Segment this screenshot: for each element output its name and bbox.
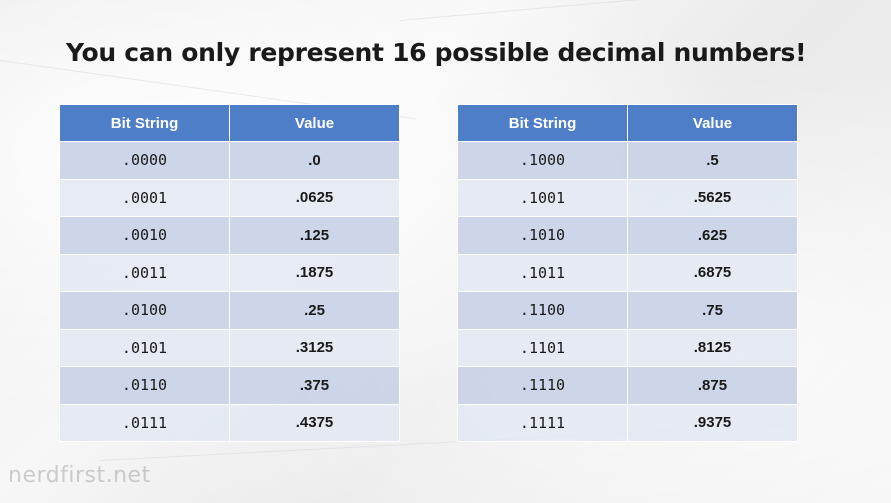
bit-string-cell: .1001 [457, 178, 628, 217]
table-row: .0110 .375 [59, 366, 400, 405]
bit-table-right: Bit String Value .1000 .5 .1001 .5625 .1… [457, 104, 798, 442]
table-row: .0000 .0 [59, 141, 400, 180]
value-cell: .9375 [627, 403, 798, 442]
bit-string-cell: .1000 [457, 141, 628, 180]
table-row: .1011 .6875 [457, 253, 798, 292]
bit-string-cell: .0001 [59, 178, 230, 217]
bit-table-left: Bit String Value .0000 .0 .0001 .0625 .0… [59, 104, 400, 442]
bit-string-cell: .0101 [59, 328, 230, 367]
value-cell: .625 [627, 216, 798, 255]
column-header-bit-string: Bit String [59, 104, 230, 142]
bit-string-cell: .1100 [457, 291, 628, 330]
value-cell: .375 [229, 366, 400, 405]
table-row: .0010 .125 [59, 216, 400, 255]
slide-title: You can only represent 16 possible decim… [66, 38, 807, 67]
bit-string-cell: .0000 [59, 141, 230, 180]
value-cell: .125 [229, 216, 400, 255]
table-row: .1010 .625 [457, 216, 798, 255]
watermark: nerdfirst.net [8, 463, 151, 488]
value-cell: .5625 [627, 178, 798, 217]
value-cell: .75 [627, 291, 798, 330]
table-row: .1000 .5 [457, 141, 798, 180]
table-header-row: Bit String Value [59, 104, 400, 142]
column-header-value: Value [229, 104, 400, 142]
column-header-value: Value [627, 104, 798, 142]
table-row: .0111 .4375 [59, 403, 400, 442]
bit-string-cell: .0111 [59, 403, 230, 442]
bit-string-cell: .1111 [457, 403, 628, 442]
value-cell: .0625 [229, 178, 400, 217]
table-row: .0101 .3125 [59, 328, 400, 367]
value-cell: .5 [627, 141, 798, 180]
column-header-bit-string: Bit String [457, 104, 628, 142]
value-cell: .6875 [627, 253, 798, 292]
table-row: .0100 .25 [59, 291, 400, 330]
bit-string-cell: .0011 [59, 253, 230, 292]
bit-string-cell: .0100 [59, 291, 230, 330]
table-row: .0011 .1875 [59, 253, 400, 292]
bit-string-cell: .0110 [59, 366, 230, 405]
bit-string-cell: .1101 [457, 328, 628, 367]
table-row: .1110 .875 [457, 366, 798, 405]
bit-string-cell: .1011 [457, 253, 628, 292]
table-row: .1001 .5625 [457, 178, 798, 217]
table-row: .0001 .0625 [59, 178, 400, 217]
value-cell: .8125 [627, 328, 798, 367]
bit-string-cell: .1010 [457, 216, 628, 255]
table-row: .1101 .8125 [457, 328, 798, 367]
table-row: .1111 .9375 [457, 403, 798, 442]
value-cell: .0 [229, 141, 400, 180]
value-cell: .3125 [229, 328, 400, 367]
value-cell: .4375 [229, 403, 400, 442]
bit-string-cell: .1110 [457, 366, 628, 405]
value-cell: .25 [229, 291, 400, 330]
value-cell: .1875 [229, 253, 400, 292]
bit-string-cell: .0010 [59, 216, 230, 255]
value-cell: .875 [627, 366, 798, 405]
table-row: .1100 .75 [457, 291, 798, 330]
table-header-row: Bit String Value [457, 104, 798, 142]
